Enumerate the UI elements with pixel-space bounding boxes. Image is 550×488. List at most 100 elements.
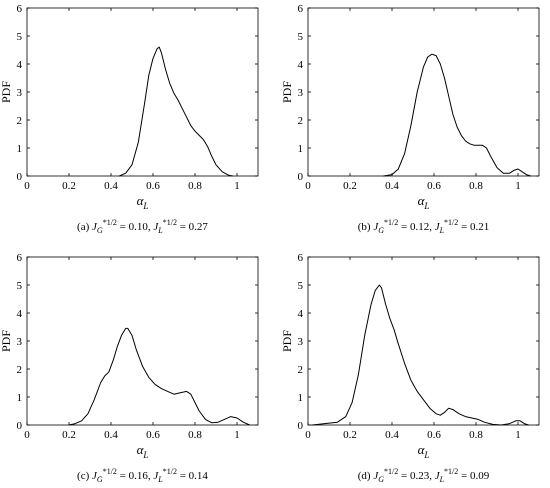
y-tick-label: 4 bbox=[17, 59, 23, 71]
x-tick-label: 0.4 bbox=[385, 180, 399, 192]
caption-part: J bbox=[153, 221, 159, 233]
x-axis-label: αL bbox=[418, 193, 430, 211]
x-tick-label: 1 bbox=[234, 180, 240, 192]
caption-part: J bbox=[92, 470, 98, 482]
x-tick-label: 0.8 bbox=[188, 429, 202, 441]
caption-part: = 0.27 bbox=[177, 221, 208, 233]
caption-part: J bbox=[435, 221, 441, 233]
x-tick-label: 0.8 bbox=[469, 429, 483, 441]
caption-part: *1/2 bbox=[103, 467, 117, 476]
y-tick-label: 0 bbox=[298, 420, 304, 432]
y-tick-label: 5 bbox=[17, 280, 23, 292]
x-tick-label: 0.4 bbox=[104, 429, 118, 441]
x-axis-label-main: α bbox=[418, 193, 426, 208]
caption-part: = 0.12, bbox=[398, 221, 434, 233]
y-tick-label: 4 bbox=[298, 59, 304, 71]
y-tick-label: 1 bbox=[298, 143, 304, 155]
caption-part: L bbox=[157, 475, 163, 484]
x-tick-label: 1 bbox=[515, 180, 521, 192]
y-axis-label: PDF bbox=[280, 330, 294, 352]
caption-part: = 0.21 bbox=[458, 221, 489, 233]
x-axis-label: αL bbox=[418, 442, 430, 460]
y-tick-label: 1 bbox=[298, 392, 304, 404]
caption-part: *1/2 bbox=[163, 218, 177, 227]
y-axis-label: PDF bbox=[0, 81, 13, 103]
caption-part: = 0.16, bbox=[117, 470, 153, 482]
x-tick-label: 0.4 bbox=[385, 429, 399, 441]
x-tick-label: 0.8 bbox=[469, 180, 483, 192]
caption-part: *1/2 bbox=[163, 467, 177, 476]
caption-part: *1/2 bbox=[384, 218, 398, 227]
x-tick-label: 0.6 bbox=[427, 180, 441, 192]
y-tick-label: 6 bbox=[17, 252, 23, 264]
x-axis-label-sub: L bbox=[142, 450, 148, 460]
caption-part: = 0.23, bbox=[398, 470, 434, 482]
y-tick-label: 5 bbox=[17, 31, 23, 43]
x-tick-label: 0.8 bbox=[188, 180, 202, 192]
caption-part: J bbox=[373, 470, 379, 482]
x-axis-label-sub: L bbox=[423, 450, 429, 460]
y-axis-label: PDF bbox=[280, 81, 294, 103]
caption-part: L bbox=[439, 226, 445, 235]
pdf-curve bbox=[118, 46, 234, 177]
caption-part: (a) bbox=[77, 221, 92, 233]
x-tick-label: 0.6 bbox=[427, 429, 441, 441]
caption-part: = 0.14 bbox=[177, 470, 208, 482]
caption-part: G bbox=[97, 475, 103, 484]
y-tick-label: 1 bbox=[17, 392, 23, 404]
y-tick-label: 2 bbox=[17, 115, 23, 127]
x-tick-label: 0 bbox=[24, 429, 30, 441]
x-tick-label: 0 bbox=[305, 180, 311, 192]
caption-part: J bbox=[92, 221, 98, 233]
plot-frame bbox=[26, 7, 259, 177]
y-tick-label: 2 bbox=[298, 115, 304, 127]
y-tick-label: 1 bbox=[17, 143, 23, 155]
caption-part: (d) bbox=[358, 470, 374, 482]
x-axis-label: αL bbox=[137, 193, 149, 211]
x-tick-label: 0.2 bbox=[62, 180, 76, 192]
panel-caption: (b) JG*1/2 = 0.12, JL*1/2 = 0.21 bbox=[358, 218, 490, 235]
caption-part: (b) bbox=[358, 221, 374, 233]
y-tick-label: 0 bbox=[17, 171, 23, 183]
x-tick-label: 0.2 bbox=[343, 429, 357, 441]
caption-part: *1/2 bbox=[444, 467, 458, 476]
y-tick-label: 5 bbox=[298, 31, 304, 43]
x-axis-label-main: α bbox=[137, 193, 145, 208]
x-axis-label-main: α bbox=[418, 442, 426, 457]
caption-part: G bbox=[97, 226, 103, 235]
caption-part: (c) bbox=[77, 470, 92, 482]
caption-part: = 0.09 bbox=[458, 470, 489, 482]
y-tick-label: 5 bbox=[298, 280, 304, 292]
caption-part: *1/2 bbox=[103, 218, 117, 227]
y-tick-label: 2 bbox=[298, 364, 304, 376]
y-tick-label: 2 bbox=[17, 364, 23, 376]
caption-part: G bbox=[378, 226, 384, 235]
x-tick-label: 0.2 bbox=[343, 180, 357, 192]
y-axis-label: PDF bbox=[0, 330, 13, 352]
caption-part: = 0.10, bbox=[117, 221, 153, 233]
y-tick-label: 4 bbox=[17, 308, 23, 320]
plot-frame bbox=[307, 7, 540, 177]
y-tick-label: 3 bbox=[17, 336, 23, 348]
y-tick-label: 4 bbox=[298, 308, 304, 320]
x-tick-label: 0 bbox=[305, 429, 311, 441]
y-tick-label: 6 bbox=[298, 252, 304, 264]
x-tick-label: 0.6 bbox=[146, 429, 160, 441]
x-tick-label: 1 bbox=[234, 429, 240, 441]
x-axis-label-sub: L bbox=[142, 201, 148, 211]
x-axis-label: αL bbox=[137, 442, 149, 460]
y-tick-label: 6 bbox=[298, 3, 304, 15]
y-tick-label: 6 bbox=[17, 3, 23, 15]
caption-part: L bbox=[157, 226, 163, 235]
x-axis-label-main: α bbox=[137, 442, 145, 457]
y-tick-label: 0 bbox=[17, 420, 23, 432]
x-tick-label: 0.6 bbox=[146, 180, 160, 192]
caption-part: L bbox=[439, 475, 445, 484]
x-tick-label: 0.4 bbox=[104, 180, 118, 192]
pdf-curve bbox=[383, 53, 532, 177]
caption-part: *1/2 bbox=[384, 467, 398, 476]
